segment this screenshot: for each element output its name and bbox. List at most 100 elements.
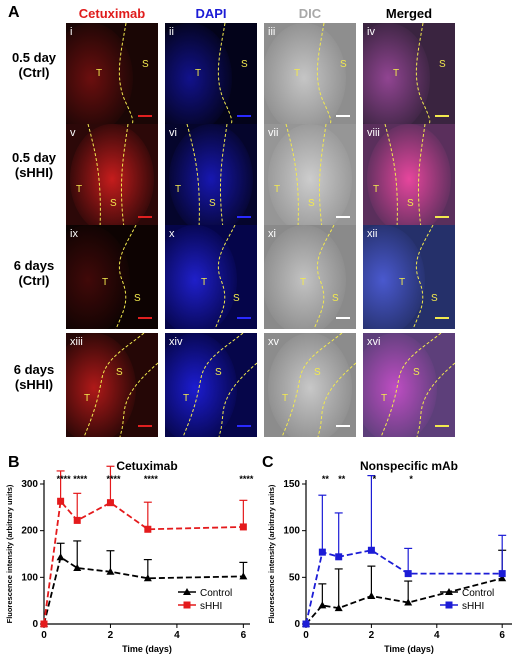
data-point-shhi xyxy=(73,516,81,524)
panel-b-letter: B xyxy=(8,454,20,471)
micrograph-tile: xvi T S xyxy=(363,333,455,437)
x-tick-label: 6 xyxy=(241,630,247,641)
significance-marker: ** xyxy=(322,474,330,484)
legend-marker-control xyxy=(445,588,453,595)
stroma-region-label: S xyxy=(209,198,216,209)
stroma-region-label: S xyxy=(116,367,123,378)
y-tick-label: 0 xyxy=(32,619,38,630)
y-tick-label: 200 xyxy=(21,526,38,537)
stroma-region-label: S xyxy=(241,59,248,70)
tissue-signal xyxy=(66,23,133,127)
scale-bar xyxy=(138,425,152,427)
tissue-signal xyxy=(66,333,136,437)
tissue-boundary xyxy=(83,333,145,437)
x-axis-label: Time (days) xyxy=(384,644,434,654)
scale-bar xyxy=(138,115,152,117)
tissue-boundary xyxy=(416,362,455,437)
tissue-boundary xyxy=(118,23,134,127)
tumor-region-label: T xyxy=(373,184,380,195)
data-point-control xyxy=(498,574,507,582)
data-point-control xyxy=(334,604,343,612)
scale-bar xyxy=(435,216,449,218)
tissue-signal xyxy=(264,225,346,329)
x-tick-label: 6 xyxy=(499,630,505,641)
tumor-region-label: T xyxy=(76,184,83,195)
tumor-region-label: T xyxy=(399,277,406,288)
row-label: 6 days (Ctrl) xyxy=(6,258,62,288)
panel-a-letter: A xyxy=(8,4,20,21)
tumor-region-label: T xyxy=(96,68,103,79)
stroma-region-label: S xyxy=(439,59,446,70)
row-label: 0.5 day (Ctrl) xyxy=(6,50,62,80)
data-point-shhi xyxy=(498,570,506,578)
significance-marker: * xyxy=(373,474,377,484)
data-point-control xyxy=(56,553,65,561)
data-point-control xyxy=(367,592,376,599)
significance-marker: ** xyxy=(338,474,346,484)
scale-bar xyxy=(138,317,152,319)
x-tick-label: 2 xyxy=(108,630,114,641)
tissue-boundary xyxy=(217,23,233,127)
tissue-boundary xyxy=(380,333,442,437)
tumor-region-label: T xyxy=(175,184,182,195)
x-tick-label: 4 xyxy=(174,630,180,641)
data-point-control xyxy=(404,598,413,606)
legend-label-shhi: sHHI xyxy=(200,601,222,612)
significance-marker: **** xyxy=(106,474,121,484)
tumor-region-label: T xyxy=(282,393,289,404)
scale-bar xyxy=(435,425,449,427)
micrograph-tile: xv T S xyxy=(264,333,356,437)
tumor-region-label: T xyxy=(183,393,190,404)
scale-bar xyxy=(237,425,251,427)
micrograph-tile: xii T S xyxy=(363,225,455,329)
y-axis-label: Fluorescence intensity (arbitrary units) xyxy=(5,484,14,623)
tile-numeral: ii xyxy=(169,26,174,38)
data-point-shhi xyxy=(239,523,247,531)
tumor-region-label: T xyxy=(195,68,202,79)
significance-marker: **** xyxy=(57,474,72,484)
tile-numeral: vi xyxy=(169,127,177,139)
legend-label-control: Control xyxy=(200,588,232,599)
tissue-boundary xyxy=(415,23,431,127)
tissue-boundary xyxy=(417,124,426,228)
y-tick-label: 50 xyxy=(289,572,301,583)
tile-numeral: v xyxy=(70,127,76,139)
scale-bar xyxy=(435,317,449,319)
micrograph-tile: ii T S xyxy=(165,23,257,127)
tile-numeral: xv xyxy=(268,336,279,348)
legend-marker-shhi xyxy=(183,601,191,609)
tile-numeral: xi xyxy=(268,228,276,240)
data-point-shhi xyxy=(144,525,152,533)
tumor-region-label: T xyxy=(274,184,281,195)
tile-numeral: ix xyxy=(70,228,78,240)
chart-nonspecific-mab: Nonspecific mAb 0 2 4 6 0 50 100 150 Time (days) F… xyxy=(267,459,512,654)
micrograph-tile: vii T S xyxy=(264,124,356,228)
data-point-shhi xyxy=(40,620,48,628)
micrograph-tile: x T S xyxy=(165,225,257,329)
scale-bar xyxy=(237,317,251,319)
tissue-boundary xyxy=(285,124,299,228)
stroma-region-label: S xyxy=(110,198,117,209)
data-point-shhi xyxy=(302,620,310,628)
tissue-boundary xyxy=(186,124,200,228)
micrograph-tile: xiii T S xyxy=(66,333,158,437)
tumor-region-label: T xyxy=(381,393,388,404)
tissue-signal xyxy=(264,23,346,127)
x-tick-label: 0 xyxy=(303,630,309,641)
scale-bar xyxy=(138,216,152,218)
y-tick-label: 150 xyxy=(283,479,300,490)
scale-bar xyxy=(237,115,251,117)
micrograph-tile: v T S xyxy=(66,124,158,228)
row-label-condition: (sHHI) xyxy=(14,165,54,180)
series-line-shhi xyxy=(43,499,244,625)
tumor-region-label: T xyxy=(201,277,208,288)
tissue-boundary xyxy=(218,362,257,437)
scale-bar xyxy=(435,115,449,117)
row-label: 0.5 day (sHHI) xyxy=(6,150,62,180)
data-point-control xyxy=(239,572,248,580)
panel-c-letter: C xyxy=(262,454,274,471)
significance-marker: * xyxy=(409,474,413,484)
stroma-region-label: S xyxy=(314,367,321,378)
x-tick-label: 2 xyxy=(369,630,375,641)
data-point-shhi xyxy=(318,548,326,556)
